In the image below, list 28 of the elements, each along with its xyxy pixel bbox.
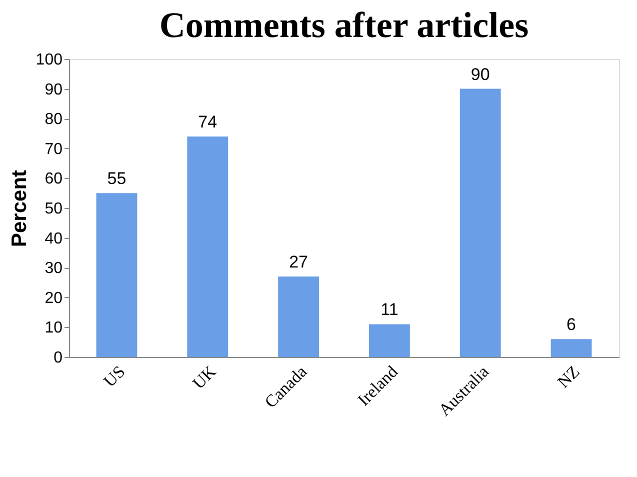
data-label: 11 [380,300,398,320]
data-label: 74 [198,112,218,132]
y-tick-label: 10 [44,320,63,337]
y-tick-label: 20 [44,290,63,307]
bar [187,136,228,357]
y-tick-label: 100 [36,52,63,68]
y-tick-label: 90 [44,81,63,98]
y-tick-label: 60 [44,170,63,188]
x-tick-label: US [100,362,129,391]
y-tick-label: 50 [44,200,63,218]
y-tick-label: 80 [44,111,63,128]
data-label: 55 [107,169,126,188]
bar [460,88,501,357]
data-label: 6 [566,315,576,334]
y-tick-label: 0 [54,350,63,366]
bar [96,193,138,357]
bar [550,339,592,357]
y-axis-title: Percent [8,170,31,248]
x-tick-label: NZ [554,362,584,392]
bar [278,276,319,357]
data-label: 27 [289,252,308,272]
x-tick-label: UK [188,362,220,393]
y-tick-label: 70 [44,140,63,158]
y-tick-label: 30 [44,260,63,278]
chart-title: Comments after articles [159,5,529,45]
data-label: 90 [470,64,490,84]
y-tick-label: 40 [44,230,63,248]
bar [369,324,410,357]
